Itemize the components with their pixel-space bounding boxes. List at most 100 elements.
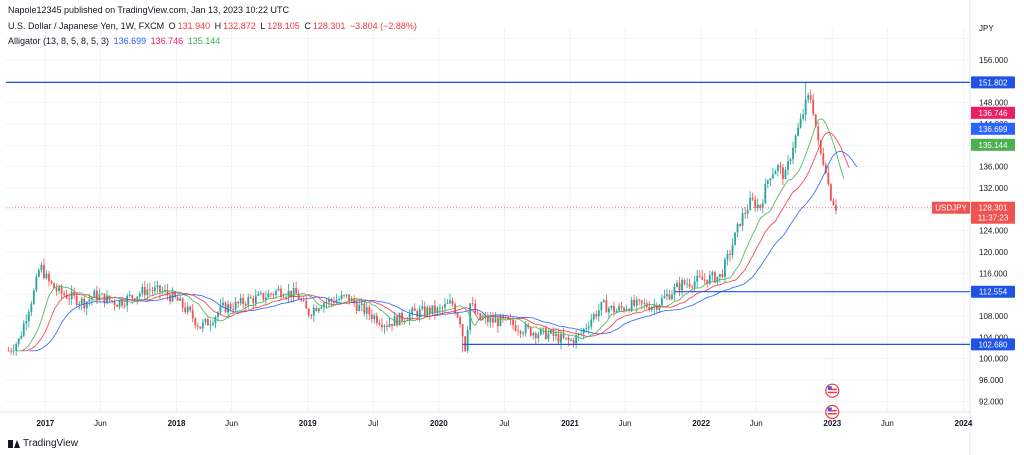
candle-body (633, 299, 636, 306)
candle-body (169, 295, 171, 302)
candle-body (189, 306, 192, 311)
candle-body (666, 294, 668, 297)
candle-body (792, 147, 794, 160)
candle-body (70, 291, 73, 300)
candle-body (779, 165, 782, 168)
y-tick-label: 156.000 (979, 56, 1008, 65)
candle-body (718, 273, 721, 277)
candle-body (35, 276, 38, 291)
candle-body (312, 307, 315, 316)
candle-body (252, 298, 255, 304)
hline-price-tag (971, 338, 1015, 351)
candle-body (381, 324, 383, 328)
open-value: 131.940 (177, 21, 211, 31)
y-tick-label: 96.000 (979, 376, 1004, 385)
candle-body (408, 313, 411, 321)
candle-body (514, 325, 517, 331)
candle-body (22, 323, 25, 336)
candle-body (602, 300, 605, 302)
candle-body (242, 297, 245, 305)
candle-body (587, 326, 590, 329)
candle-body (194, 318, 197, 326)
candle-body (143, 287, 146, 296)
candle-body (749, 197, 752, 211)
candle-body (650, 307, 653, 311)
candle-body (154, 287, 156, 292)
candle-body (693, 281, 696, 288)
x-tick-label: 2021 (561, 419, 579, 428)
candle-body (461, 324, 464, 337)
event-flag-stripe (827, 391, 837, 394)
candle-body (264, 297, 267, 300)
candle-body (827, 172, 830, 185)
candle-body (123, 305, 126, 307)
candle-body (423, 306, 426, 316)
candle-body (625, 309, 628, 311)
high-label: H (214, 21, 222, 31)
candle-body (812, 99, 815, 115)
candle-body (807, 95, 810, 100)
candle-body (232, 308, 235, 310)
candle-body (479, 313, 482, 320)
candle-body (262, 292, 265, 300)
candle-body (572, 340, 575, 344)
y-tick-label: 120.000 (979, 248, 1008, 257)
candle-body (706, 279, 709, 284)
candle-body (345, 294, 348, 296)
candle-body (623, 307, 625, 311)
candle-body (222, 302, 224, 306)
candle-body (499, 315, 502, 327)
candle-body (116, 304, 118, 307)
candle-body (744, 213, 747, 214)
candle-body (7, 350, 10, 352)
candle-body (237, 301, 240, 304)
event-flag-icon-1 (825, 404, 840, 420)
candle-body (701, 276, 704, 280)
candle-body (618, 306, 620, 311)
x-tick-label: 2019 (299, 419, 317, 428)
candle-body (184, 307, 187, 312)
candle-body (355, 303, 358, 311)
candle-body (305, 301, 308, 309)
symbol-line: U.S. Dollar / Japanese Yen, 1W, FXCM O 13… (8, 21, 419, 31)
candle-body (491, 318, 494, 323)
candle-body (585, 328, 588, 330)
symbol-tag (932, 201, 970, 214)
candle-body (555, 333, 557, 336)
candle-body (570, 340, 572, 341)
candle-body (186, 306, 189, 312)
candle-body (111, 300, 113, 302)
candle-body (562, 333, 565, 338)
candle-body (270, 293, 272, 295)
candle-body (822, 153, 825, 165)
candle-body (769, 178, 772, 181)
candle-body (774, 170, 777, 175)
candle-body (676, 283, 678, 287)
candle-body (638, 299, 641, 301)
candle-body (335, 299, 338, 303)
tradingview-footer[interactable]: TradingView (8, 438, 78, 449)
candle-body (317, 308, 320, 312)
candle-body (239, 297, 242, 304)
alligator-jaw-line (29, 151, 858, 352)
candle-body (681, 280, 683, 291)
candle-body (285, 296, 287, 298)
y-tick-label: 116.000 (979, 269, 1008, 278)
candle-body (610, 305, 613, 309)
candle-body (771, 174, 774, 179)
hline-price-tag (971, 285, 1015, 298)
y-tick-label: 92.000 (979, 397, 1004, 406)
candle-body (782, 167, 784, 180)
candle-body (217, 312, 219, 317)
x-tick-label: Jun (619, 419, 632, 428)
candle-body (789, 159, 792, 162)
candle-body (323, 303, 325, 308)
candle-body (141, 287, 144, 294)
candle-body (128, 295, 131, 296)
candle-body (378, 323, 381, 325)
candle-body (809, 95, 812, 100)
candle-body (55, 288, 58, 292)
candle-body (799, 118, 802, 128)
candle-body (456, 313, 459, 318)
